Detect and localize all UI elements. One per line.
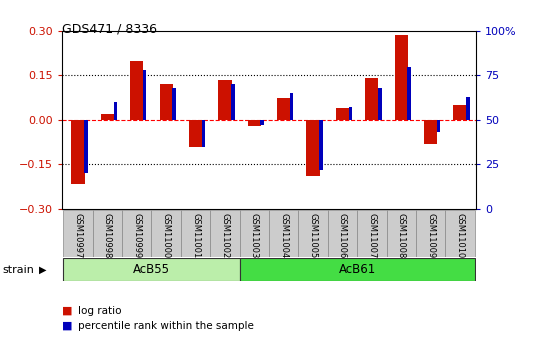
Text: GSM11001: GSM11001 bbox=[191, 213, 200, 258]
Bar bbox=[218, 80, 231, 120]
Bar bbox=[260, 120, 264, 125]
Text: percentile rank within the sample: percentile rank within the sample bbox=[78, 321, 254, 331]
Text: AcB61: AcB61 bbox=[338, 263, 376, 276]
Text: AcB55: AcB55 bbox=[133, 263, 170, 276]
Text: ▶: ▶ bbox=[39, 265, 46, 275]
Bar bbox=[202, 120, 205, 147]
Bar bbox=[130, 61, 144, 120]
Bar bbox=[416, 210, 445, 257]
Bar bbox=[63, 258, 239, 281]
Bar bbox=[437, 120, 440, 132]
Bar bbox=[160, 84, 173, 120]
Text: GSM11000: GSM11000 bbox=[162, 213, 171, 258]
Bar bbox=[328, 210, 357, 257]
Bar bbox=[394, 36, 408, 120]
Bar bbox=[424, 120, 437, 144]
Bar bbox=[101, 114, 114, 120]
Bar bbox=[189, 120, 202, 147]
Bar bbox=[143, 70, 146, 120]
Bar bbox=[319, 120, 323, 170]
Bar bbox=[407, 67, 411, 120]
Text: ■: ■ bbox=[62, 321, 73, 331]
Text: GSM10999: GSM10999 bbox=[132, 213, 141, 258]
Bar bbox=[365, 78, 378, 120]
Text: GSM11010: GSM11010 bbox=[456, 213, 464, 258]
Text: GSM10998: GSM10998 bbox=[103, 213, 112, 258]
Bar bbox=[386, 210, 416, 257]
Bar bbox=[357, 210, 386, 257]
Text: GSM11009: GSM11009 bbox=[426, 213, 435, 258]
Bar bbox=[181, 210, 210, 257]
Bar bbox=[445, 210, 475, 257]
Text: strain: strain bbox=[3, 265, 34, 275]
Bar bbox=[210, 210, 239, 257]
Text: GDS471 / 8336: GDS471 / 8336 bbox=[62, 22, 157, 36]
Bar bbox=[122, 210, 152, 257]
Bar bbox=[307, 120, 320, 176]
Bar bbox=[231, 84, 235, 120]
Text: GSM11004: GSM11004 bbox=[279, 213, 288, 258]
Text: GSM11008: GSM11008 bbox=[397, 213, 406, 258]
Bar bbox=[466, 97, 470, 120]
Text: GSM11005: GSM11005 bbox=[309, 213, 317, 258]
Bar bbox=[336, 108, 349, 120]
Bar bbox=[239, 210, 269, 257]
Bar bbox=[269, 210, 299, 257]
Bar bbox=[349, 107, 352, 120]
Bar bbox=[299, 210, 328, 257]
Bar bbox=[72, 120, 84, 184]
Text: GSM11003: GSM11003 bbox=[250, 213, 259, 258]
Bar bbox=[247, 120, 261, 126]
Bar bbox=[378, 88, 381, 120]
Text: GSM10997: GSM10997 bbox=[74, 213, 82, 258]
Text: GSM11007: GSM11007 bbox=[367, 213, 376, 258]
Bar bbox=[172, 88, 176, 120]
Bar bbox=[454, 105, 466, 120]
Text: GSM11002: GSM11002 bbox=[221, 213, 229, 258]
Bar bbox=[152, 210, 181, 257]
Bar bbox=[290, 93, 293, 120]
Text: log ratio: log ratio bbox=[78, 306, 122, 315]
Bar bbox=[277, 98, 291, 120]
Bar bbox=[84, 120, 88, 173]
Bar bbox=[114, 102, 117, 120]
Bar bbox=[239, 258, 475, 281]
Text: GSM11006: GSM11006 bbox=[338, 213, 347, 258]
Bar bbox=[63, 210, 93, 257]
Text: ■: ■ bbox=[62, 306, 73, 315]
Bar bbox=[93, 210, 122, 257]
